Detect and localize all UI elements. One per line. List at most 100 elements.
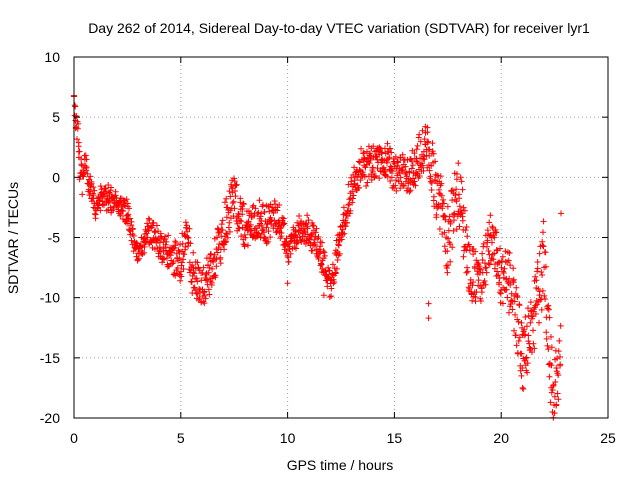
data-point: [392, 182, 399, 189]
data-point: [522, 314, 529, 321]
data-point: [536, 319, 543, 326]
data-point: [144, 220, 151, 227]
data-point: [433, 214, 440, 221]
data-point: [525, 332, 532, 339]
data-point: [384, 140, 391, 147]
data-point: [540, 229, 547, 236]
data-point: [97, 183, 104, 190]
data-point: [395, 159, 402, 166]
data-point: [381, 168, 388, 175]
data-point: [237, 199, 244, 206]
data-point: [170, 271, 177, 278]
data-point: [320, 292, 327, 299]
data-point: [406, 188, 413, 195]
data-point: [218, 221, 225, 228]
data-point: [547, 333, 554, 340]
data-point: [336, 250, 343, 257]
data-point: [533, 277, 540, 284]
data-point: [222, 239, 229, 246]
data-point: [265, 228, 272, 235]
data-point: [538, 306, 545, 313]
data-point: [407, 187, 414, 194]
data-point: [309, 247, 316, 254]
data-point: [387, 145, 394, 152]
data-point: [195, 264, 202, 271]
data-point: [309, 230, 316, 237]
data-point: [366, 160, 373, 167]
data-point: [510, 279, 517, 286]
data-point: [203, 276, 210, 283]
data-point: [543, 335, 550, 342]
data-point: [455, 160, 462, 167]
data-point: [121, 202, 128, 209]
data-point: [522, 331, 529, 338]
data-point: [246, 223, 253, 230]
data-point: [217, 260, 224, 267]
data-point: [455, 191, 462, 198]
data-point: [414, 142, 421, 149]
x-tick-label: 10: [280, 430, 296, 446]
data-point: [387, 177, 394, 184]
data-point: [374, 165, 381, 172]
data-point: [363, 183, 370, 190]
data-point: [315, 255, 322, 262]
data-point: [332, 269, 339, 276]
data-point: [453, 226, 460, 233]
data-point: [499, 253, 506, 260]
data-point: [241, 243, 248, 250]
data-point: [388, 174, 395, 181]
data-point: [457, 209, 464, 216]
data-point: [411, 178, 418, 185]
data-point: [88, 180, 95, 187]
data-point: [523, 323, 530, 330]
data-point: [82, 152, 89, 159]
data-point: [493, 229, 500, 236]
data-point: [170, 259, 177, 266]
data-point: [486, 261, 493, 268]
data-point: [272, 201, 279, 208]
data-point: [475, 277, 482, 284]
data-point: [378, 156, 385, 163]
data-point: [413, 170, 420, 177]
data-point: [400, 182, 407, 189]
data-point: [223, 195, 230, 202]
data-point: [231, 178, 238, 185]
data-point: [482, 281, 489, 288]
data-point: [74, 136, 81, 143]
data-point: [395, 178, 402, 185]
data-point: [297, 218, 304, 225]
data-point: [555, 396, 562, 403]
data-point: [254, 233, 261, 240]
data-point: [500, 270, 507, 277]
data-point: [237, 217, 244, 224]
data-point: [470, 279, 477, 286]
data-point: [510, 265, 517, 272]
data-point: [430, 150, 437, 157]
data-point: [491, 250, 498, 257]
data-point: [95, 202, 102, 209]
data-point: [512, 311, 519, 318]
data-point: [525, 338, 532, 345]
data-point: [523, 354, 530, 361]
data-point: [263, 224, 270, 231]
data-point: [376, 175, 383, 182]
data-point: [205, 286, 212, 293]
data-point: [285, 258, 292, 265]
data-point: [489, 239, 496, 246]
data-point: [202, 295, 209, 302]
data-point: [548, 389, 555, 396]
data-point: [311, 241, 318, 248]
data-point: [333, 265, 340, 272]
data-point: [252, 205, 259, 212]
data-point: [141, 235, 148, 242]
data-point: [335, 241, 342, 248]
data-point: [547, 361, 554, 368]
data-point: [75, 139, 82, 146]
data-point: [464, 264, 471, 271]
data-point: [468, 288, 475, 295]
data-point: [193, 290, 200, 297]
data-point: [457, 174, 464, 181]
data-point: [406, 168, 413, 175]
data-point: [408, 165, 415, 172]
data-point: [367, 150, 374, 157]
